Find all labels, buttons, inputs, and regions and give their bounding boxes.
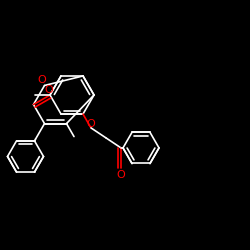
Text: O: O xyxy=(37,75,46,85)
Text: O: O xyxy=(45,84,54,94)
Text: O: O xyxy=(87,119,96,129)
Text: O: O xyxy=(116,170,126,180)
